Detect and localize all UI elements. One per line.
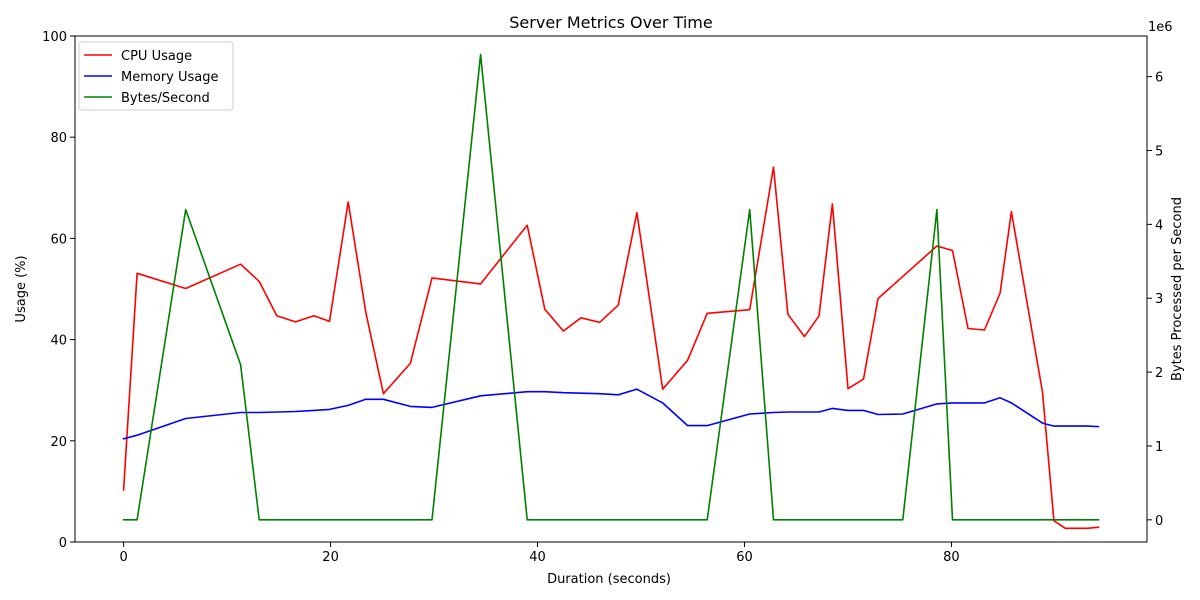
- right-tick-label: 6: [1155, 71, 1163, 86]
- left-tick-label: 20: [50, 435, 67, 450]
- legend-box: [78, 41, 234, 111]
- legend-label: Bytes/Second: [121, 91, 210, 106]
- x-axis-label: Duration (seconds): [547, 572, 671, 587]
- right-tick-label: 4: [1155, 218, 1163, 233]
- x-tick-label: 80: [943, 550, 960, 565]
- left-tick-label: 80: [50, 131, 67, 146]
- right-axis-multiplier: 1e6: [1148, 20, 1173, 35]
- right-tick-label: 3: [1155, 292, 1163, 307]
- right-tick-label: 0: [1155, 514, 1163, 529]
- right-axis-label: Bytes Processed per Second: [1170, 197, 1185, 381]
- right-tick-label: 1: [1155, 440, 1163, 455]
- right-tick-label: 2: [1155, 366, 1163, 381]
- plot-area: [75, 36, 1147, 542]
- left-tick-label: 60: [50, 232, 67, 247]
- right-tick-label: 5: [1155, 144, 1163, 159]
- left-tick-label: 0: [59, 536, 67, 551]
- right-axis-ticks: 0 1 2 3 4 5 6: [1147, 71, 1163, 529]
- series-line-cpu-usage: [122, 166, 1100, 530]
- left-axis-label: Usage (%): [14, 255, 29, 322]
- legend-label: CPU Usage: [121, 49, 192, 64]
- x-tick-label: 20: [322, 550, 339, 565]
- legend-label: Memory Usage: [121, 70, 219, 85]
- x-tick-label: 0: [119, 550, 127, 565]
- chart-title: Server Metrics Over Time: [509, 13, 712, 32]
- legend: CPU Usage Memory Usage Bytes/Second: [78, 41, 234, 111]
- left-tick-label: 40: [50, 334, 67, 349]
- series-layer: [122, 53, 1100, 530]
- series-line-bytes-second: [122, 53, 1100, 521]
- x-tick-label: 60: [736, 550, 753, 565]
- series-line-memory-usage: [122, 388, 1100, 440]
- left-tick-label: 100: [42, 30, 67, 45]
- x-axis-ticks: 0 20 40 60 80: [119, 542, 960, 565]
- plot-frame: [74, 35, 1148, 543]
- left-axis-ticks: 0 20 40 60 80 100: [42, 30, 75, 551]
- x-tick-label: 40: [529, 550, 546, 565]
